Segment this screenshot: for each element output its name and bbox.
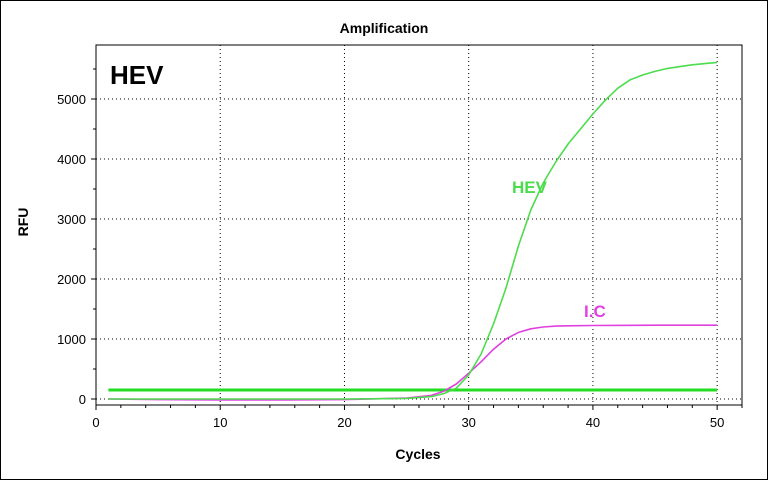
series-lines [108,61,718,401]
y-tick-label: 4000 [57,152,86,167]
x-tick-label: 10 [213,415,227,430]
x-tick-label: 40 [586,415,600,430]
y-tick-label: 2000 [57,272,86,287]
y-tick-label: 0 [79,392,86,407]
x-tick-label: 0 [92,415,99,430]
x-tick-label: 30 [461,415,475,430]
series-label-ic: I.C [584,302,606,321]
hev-series-line [108,61,718,400]
x-tick-label: 50 [710,415,724,430]
series-label-hev: HEV [512,178,548,197]
grid-lines [96,45,742,405]
y-tick-label: 3000 [57,212,86,227]
y-tick-label: 5000 [57,92,86,107]
x-axis-ticks: 0 10 20 30 40 50 [92,405,743,430]
y-tick-label: 1000 [57,332,86,347]
x-axis-label: Cycles [395,446,440,462]
x-tick-label: 20 [337,415,351,430]
chart-title: Amplification [340,20,429,36]
panel-label: HEV [110,60,164,90]
y-axis-label: RFU [15,208,31,237]
y-axis-ticks: 0 1000 2000 3000 4000 5000 [57,68,96,407]
